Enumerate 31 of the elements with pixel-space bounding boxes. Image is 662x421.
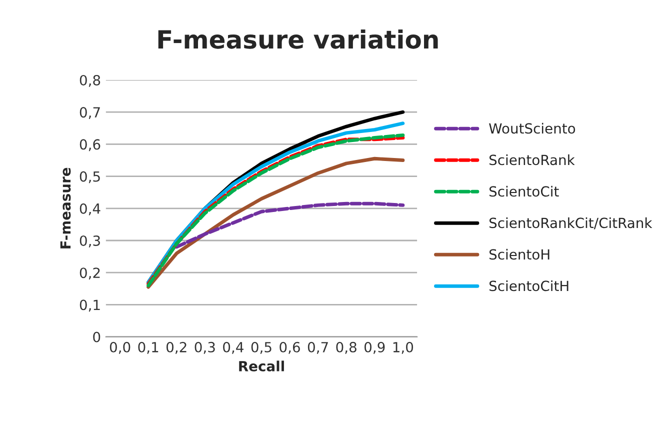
x-tick-label: 0,1	[138, 342, 158, 354]
x-tick-label: 0,4	[223, 342, 244, 354]
legend-label: ScientoCit	[489, 186, 559, 197]
y-tick-label: 0,1	[80, 300, 100, 312]
x-tick-label: 0,8	[336, 342, 356, 354]
y-tick-label: 0,2	[80, 268, 100, 280]
y-tick-label: 0,7	[80, 107, 100, 119]
legend-label: ScientoRankCit/CitRank	[489, 217, 652, 230]
x-tick-label: 0,3	[194, 342, 215, 354]
y-tick-label: 0,6	[80, 139, 100, 152]
legend-label: ScientoCitH	[489, 280, 568, 292]
x-tick-label: 1,0	[393, 342, 414, 354]
legend-label: WoutSciento	[489, 122, 576, 134]
x-axis-title: Recall	[239, 360, 284, 372]
line-series	[174, 202, 405, 249]
x-tick-label: 0,5	[251, 342, 272, 354]
y-tick-label: 0,4	[80, 203, 100, 216]
y-tick-label: 0	[93, 332, 100, 342]
line-series	[146, 156, 405, 289]
y-tick-label: 0,3	[80, 235, 100, 248]
x-tick-label: 0,2	[166, 342, 186, 354]
x-tick-label: 0,9	[364, 342, 385, 354]
y-axis-title: F-measure	[60, 168, 71, 248]
legend-label: ScientoRank	[489, 154, 575, 166]
x-tick-label: 0,6	[280, 342, 300, 354]
chart-title: F-measure variation	[158, 29, 438, 49]
y-tick-label: 0,5	[80, 171, 100, 184]
x-tick-label: 0,0	[110, 342, 130, 354]
legend-label: ScientoH	[489, 248, 550, 260]
x-tick-label: 0,7	[308, 342, 328, 354]
y-tick-label: 0,8	[80, 74, 100, 87]
